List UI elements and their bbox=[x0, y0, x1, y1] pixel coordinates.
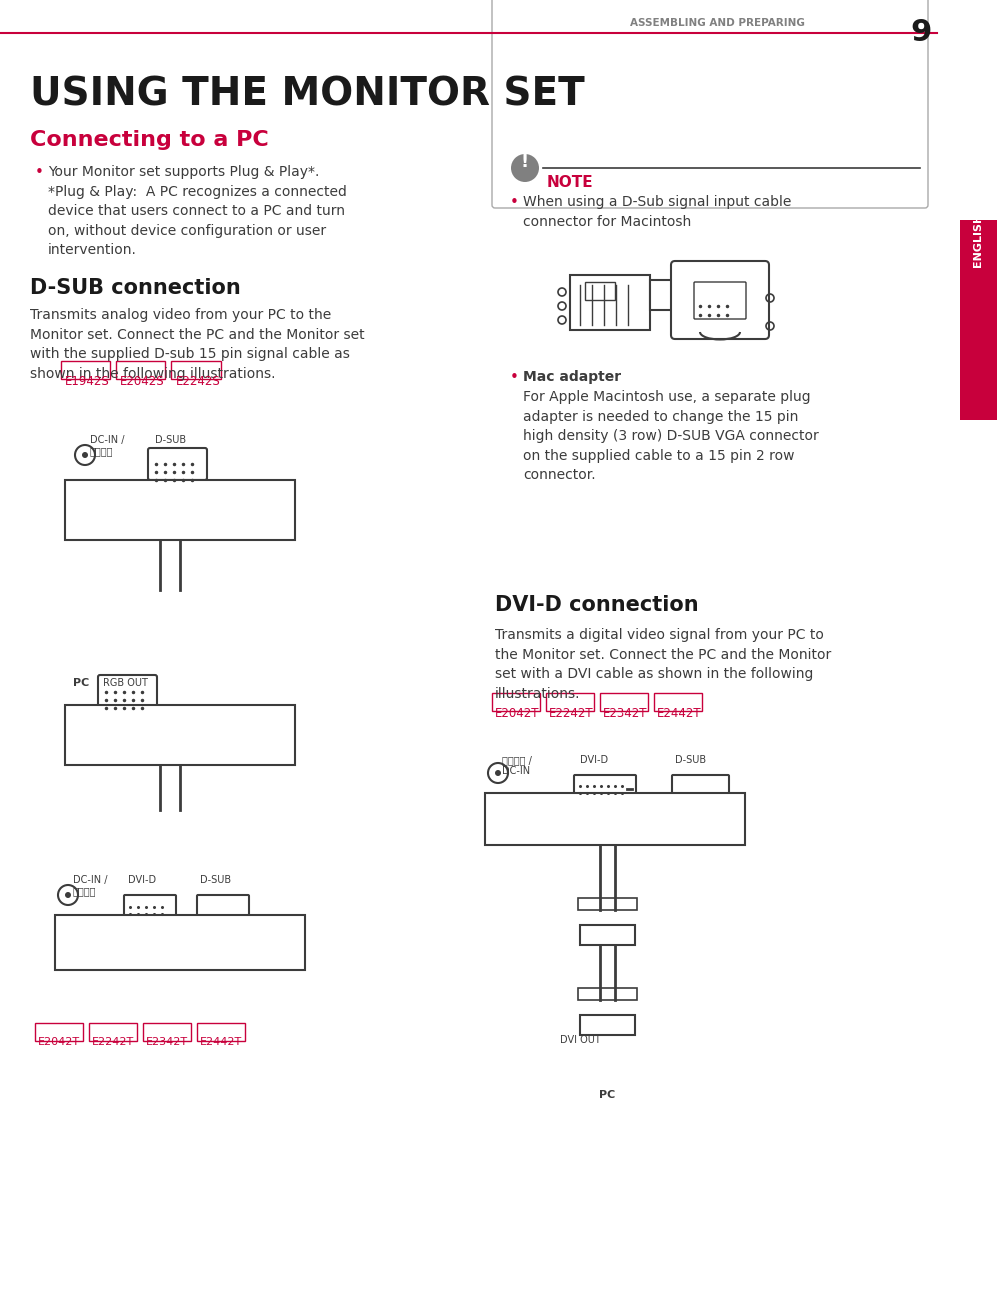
FancyBboxPatch shape bbox=[492, 0, 928, 208]
Text: E2242T: E2242T bbox=[92, 1037, 135, 1047]
FancyBboxPatch shape bbox=[671, 262, 769, 340]
FancyBboxPatch shape bbox=[143, 1023, 191, 1041]
FancyBboxPatch shape bbox=[580, 925, 635, 945]
FancyBboxPatch shape bbox=[61, 360, 111, 379]
FancyBboxPatch shape bbox=[197, 895, 249, 919]
FancyBboxPatch shape bbox=[578, 987, 637, 1000]
Circle shape bbox=[82, 451, 88, 458]
Text: E2042T: E2042T bbox=[38, 1037, 80, 1047]
Text: DVI-D: DVI-D bbox=[580, 755, 608, 765]
FancyBboxPatch shape bbox=[650, 280, 675, 310]
FancyBboxPatch shape bbox=[55, 915, 305, 971]
Text: 电源输入: 电源输入 bbox=[73, 886, 97, 896]
FancyBboxPatch shape bbox=[580, 1015, 635, 1036]
FancyBboxPatch shape bbox=[492, 693, 540, 712]
FancyBboxPatch shape bbox=[960, 220, 997, 420]
Text: Mac adapter: Mac adapter bbox=[523, 369, 621, 384]
FancyBboxPatch shape bbox=[98, 675, 157, 706]
FancyBboxPatch shape bbox=[89, 1023, 137, 1041]
FancyBboxPatch shape bbox=[35, 1023, 83, 1041]
Text: Transmits analog video from your PC to the
Monitor set. Connect the PC and the M: Transmits analog video from your PC to t… bbox=[30, 308, 365, 380]
Text: DC-IN /: DC-IN / bbox=[73, 876, 108, 885]
FancyBboxPatch shape bbox=[197, 1023, 245, 1041]
Text: E2242S: E2242S bbox=[175, 375, 220, 388]
FancyBboxPatch shape bbox=[672, 775, 729, 799]
Text: RGB OUT: RGB OUT bbox=[103, 678, 148, 688]
Text: E2042T: E2042T bbox=[495, 706, 539, 719]
FancyBboxPatch shape bbox=[124, 895, 176, 919]
Text: •: • bbox=[35, 165, 44, 180]
FancyBboxPatch shape bbox=[694, 282, 746, 319]
FancyBboxPatch shape bbox=[485, 794, 745, 846]
Text: When using a D-Sub signal input cable
connector for Macintosh: When using a D-Sub signal input cable co… bbox=[523, 195, 792, 229]
Text: DC-IN: DC-IN bbox=[502, 766, 530, 775]
Text: D-SUB: D-SUB bbox=[200, 876, 231, 885]
FancyBboxPatch shape bbox=[578, 898, 637, 909]
FancyBboxPatch shape bbox=[546, 693, 594, 712]
Text: E2042S: E2042S bbox=[121, 375, 165, 388]
Text: DC-IN /: DC-IN / bbox=[90, 435, 125, 445]
Text: !: ! bbox=[521, 154, 529, 170]
FancyBboxPatch shape bbox=[117, 360, 166, 379]
Text: D-SUB: D-SUB bbox=[675, 755, 706, 765]
FancyBboxPatch shape bbox=[65, 480, 295, 540]
FancyBboxPatch shape bbox=[65, 705, 295, 765]
Text: Transmits a digital video signal from your PC to
the Monitor set. Connect the PC: Transmits a digital video signal from yo… bbox=[495, 628, 831, 700]
Circle shape bbox=[495, 770, 501, 775]
Text: E2342T: E2342T bbox=[603, 706, 647, 719]
Text: E2242T: E2242T bbox=[549, 706, 593, 719]
Text: For Apple Macintosh use, a separate plug
adapter is needed to change the 15 pin
: For Apple Macintosh use, a separate plug… bbox=[523, 390, 819, 481]
Text: E2442T: E2442T bbox=[200, 1037, 242, 1047]
Text: •: • bbox=[510, 195, 518, 209]
Text: 9: 9 bbox=[910, 18, 931, 47]
Text: D-SUB connection: D-SUB connection bbox=[30, 278, 240, 298]
Text: Your Monitor set supports Plug & Play*.
*Plug & Play:  A PC recognizes a connect: Your Monitor set supports Plug & Play*. … bbox=[48, 165, 347, 258]
FancyBboxPatch shape bbox=[574, 775, 636, 799]
Text: PC: PC bbox=[599, 1090, 615, 1101]
Text: 电源输入: 电源输入 bbox=[90, 446, 114, 455]
Text: DVI OUT: DVI OUT bbox=[559, 1036, 600, 1045]
FancyBboxPatch shape bbox=[654, 693, 702, 712]
Text: PC: PC bbox=[73, 678, 90, 688]
Text: DVI-D: DVI-D bbox=[128, 876, 157, 885]
Text: •: • bbox=[510, 369, 518, 385]
Text: NOTE: NOTE bbox=[547, 176, 593, 190]
Text: E2342T: E2342T bbox=[146, 1037, 188, 1047]
Text: USING THE MONITOR SET: USING THE MONITOR SET bbox=[30, 75, 585, 113]
FancyBboxPatch shape bbox=[570, 275, 650, 330]
FancyBboxPatch shape bbox=[600, 693, 648, 712]
Text: D-SUB: D-SUB bbox=[155, 435, 186, 445]
FancyBboxPatch shape bbox=[171, 360, 220, 379]
Text: ASSEMBLING AND PREPARING: ASSEMBLING AND PREPARING bbox=[630, 18, 805, 29]
Text: E1942S: E1942S bbox=[65, 375, 110, 388]
FancyBboxPatch shape bbox=[585, 282, 615, 301]
Text: 电源输入 /: 电源输入 / bbox=[502, 755, 531, 765]
Text: ENGLISH: ENGLISH bbox=[973, 213, 983, 267]
Circle shape bbox=[511, 154, 539, 182]
FancyBboxPatch shape bbox=[148, 448, 207, 480]
Text: DVI-D connection: DVI-D connection bbox=[495, 595, 699, 615]
Text: E2442T: E2442T bbox=[657, 706, 702, 719]
Circle shape bbox=[65, 892, 71, 898]
Text: Connecting to a PC: Connecting to a PC bbox=[30, 130, 269, 150]
